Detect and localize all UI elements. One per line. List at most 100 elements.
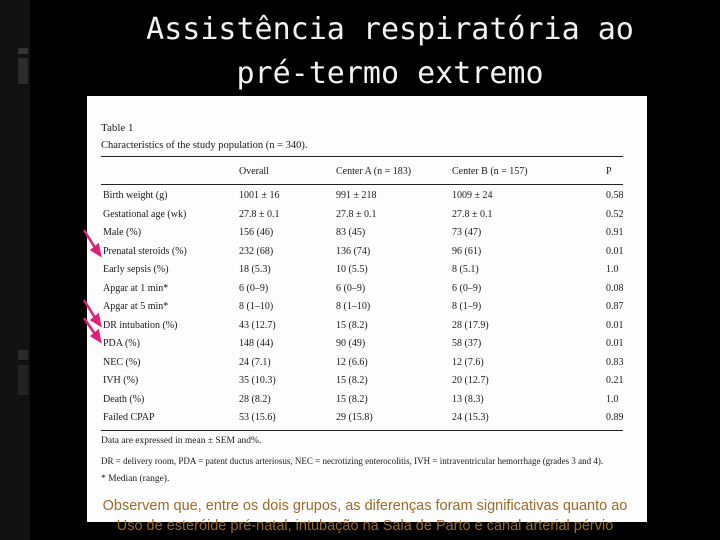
table-row: Death (%) 28 (8.2) 15 (8.2) 13 (8.3) 1.0: [101, 394, 623, 409]
table-cell: 0.91: [606, 227, 624, 238]
table-cell: 12 (6.6): [336, 356, 368, 368]
row-label: NEC (%): [103, 356, 141, 368]
table-row: Apgar at 1 min* 6 (0–9) 6 (0–9) 6 (0–9) 0.08: [101, 282, 624, 298]
table-cell: 8 (5.1): [452, 264, 479, 275]
table-row: Failed CPAP 53 (15.6) 29 (15.8) 24 (15.3) 0.…: [101, 412, 624, 427]
row-label: Birth weight (g): [103, 190, 168, 201]
table-cell: 20 (12.7): [452, 375, 489, 386]
table-row: DR intubation (%) 43 (12.7) 15 (8.2) 28 (17…: [101, 319, 624, 335]
arrowhead: [89, 242, 102, 258]
table-cell: 0.21: [606, 375, 624, 386]
table-cell: 90 (49): [336, 338, 366, 349]
table-cell: 148 (44): [239, 338, 274, 349]
table-cell: 0.01: [606, 338, 624, 349]
table-top-rule: [101, 156, 623, 157]
table-cell: 73 (47): [452, 227, 482, 238]
table-cell: 0.08: [606, 282, 624, 294]
table-cell: 8 (1–10): [239, 301, 274, 312]
table-cell: 10 (5.5): [336, 264, 368, 275]
table-cell: 0.89: [606, 412, 624, 423]
decor-block: [18, 365, 28, 395]
table-header-rule: [101, 184, 623, 185]
table-row: NEC (%) 24 (7.1) 12 (6.6) 12 (7.6) 0.83: [101, 356, 624, 372]
table-cell: 18 (5.3): [239, 264, 271, 275]
row-label: Death (%): [103, 393, 145, 405]
table-cell: 24 (7.1): [239, 356, 271, 368]
table-cell: 1009 ± 24: [452, 190, 493, 201]
table-row: Birth weight (g) 1001 ± 16 991 ± 218 1009 ±…: [101, 190, 624, 205]
table-row: IVH (%) 35 (10.3) 15 (8.2) 20 (12.7) 0.21: [101, 375, 624, 390]
left-decor-bar: [0, 0, 30, 540]
table-row: Prenatal steroids (%) 232 (68) 136 (74) 96 …: [101, 245, 624, 261]
table-cell: 0.87: [606, 301, 624, 312]
table-row: Early sepsis (%) 18 (5.3) 10 (5.5) 8 (5.1) 1…: [101, 264, 623, 279]
table-cell: 8 (1–9): [452, 301, 482, 312]
table-cell: 136 (74): [336, 245, 371, 257]
decor-block: [18, 58, 28, 84]
table-cell: 28 (8.2): [239, 393, 271, 405]
row-label: PDA (%): [103, 338, 140, 349]
table-caption: Characteristics of the study population …: [101, 140, 308, 151]
column-header: Center A (n = 183): [336, 166, 412, 177]
row-label: Prenatal steroids (%): [103, 245, 187, 257]
decor-block: [18, 48, 28, 54]
column-header: P: [606, 166, 612, 177]
table-cell: 0.52: [606, 208, 624, 220]
table-label: Table 1: [101, 122, 134, 134]
row-label: IVH (%): [103, 375, 139, 386]
table-cell: 15 (8.2): [336, 319, 368, 331]
table-cell: 43 (12.7): [239, 319, 276, 331]
table-footnote: Data are expressed in mean ± SEM and%.: [101, 436, 262, 446]
table-cell: 232 (68): [239, 245, 274, 257]
table-cell: 27.8 ± 0.1: [239, 208, 280, 220]
table-cell: 15 (8.2): [336, 375, 368, 386]
table-cell: 27.8 ± 0.1: [452, 208, 493, 220]
table-cell: 0.01: [606, 319, 624, 331]
table-cell: 991 ± 218: [336, 190, 377, 201]
table-header-row: Overall Center A (n = 183) Center B (n =…: [101, 166, 623, 181]
table-cell: 13 (8.3): [452, 393, 484, 405]
slide-title-line1: Assistência respiratória ao: [146, 12, 634, 47]
table-cell: 0.58: [606, 190, 624, 201]
table-cell: 35 (10.3): [239, 375, 276, 386]
table-cell: 15 (8.2): [336, 393, 368, 405]
table-row: PDA (%) 148 (44) 90 (49) 58 (37) 0.01: [101, 338, 624, 353]
table-cell: 6 (0–9): [452, 282, 482, 294]
table-image: Table 1 Characteristics of the study pop…: [87, 96, 647, 522]
table-cell: 96 (61): [452, 245, 482, 257]
arrowhead: [89, 328, 102, 344]
decor-block: [18, 350, 28, 360]
table-row: Apgar at 5 min* 8 (1–10) 8 (1–10) 8 (1–9) 0.…: [101, 301, 624, 316]
row-label: Apgar at 5 min*: [103, 301, 169, 312]
table-cell: 1.0: [606, 264, 619, 275]
row-label: DR intubation (%): [103, 319, 178, 331]
table-cell: 8 (1–10): [336, 301, 371, 312]
table-row: Male (%) 156 (46) 83 (45) 73 (47) 0.91: [101, 227, 624, 242]
table-cell: 6 (0–9): [336, 282, 366, 294]
table-cell: 58 (37): [452, 338, 482, 349]
row-label: Male (%): [103, 227, 142, 238]
slide-title: Assistência respiratória ao pré-termo ex…: [70, 8, 710, 96]
table-cell: 1.0: [606, 393, 619, 405]
slide-caption: Observem que, entre os dois grupos, as d…: [20, 496, 710, 536]
table-bottom-rule: [101, 430, 623, 431]
row-label: Early sepsis (%): [103, 264, 169, 275]
table-cell: 6 (0–9): [239, 282, 269, 294]
row-label: Failed CPAP: [103, 412, 155, 423]
table-row: Gestational age (wk) 27.8 ± 0.1 27.8 ± 0.1…: [101, 208, 624, 224]
row-label: Apgar at 1 min*: [103, 282, 169, 294]
table-cell: 28 (17.9): [452, 319, 489, 331]
table-cell: 27.8 ± 0.1: [336, 208, 377, 220]
table-cell: 0.01: [606, 245, 624, 257]
highlight-arrows: [82, 229, 102, 344]
table-cell: 156 (46): [239, 227, 274, 238]
slide-title-line2: pré-termo extremo: [236, 56, 544, 91]
table-cell: 12 (7.6): [452, 356, 484, 368]
caption-line1: Observem que, entre os dois grupos, as d…: [102, 498, 628, 514]
row-label: Gestational age (wk): [103, 208, 187, 220]
table-cell: 83 (45): [336, 227, 366, 238]
table-cell: 29 (15.8): [336, 412, 373, 423]
table-cell: 1001 ± 16: [239, 190, 280, 201]
caption-line2: Uso de esteróide pré-natal, intubação na…: [116, 518, 614, 534]
table-footnote: * Median (range).: [101, 474, 170, 484]
